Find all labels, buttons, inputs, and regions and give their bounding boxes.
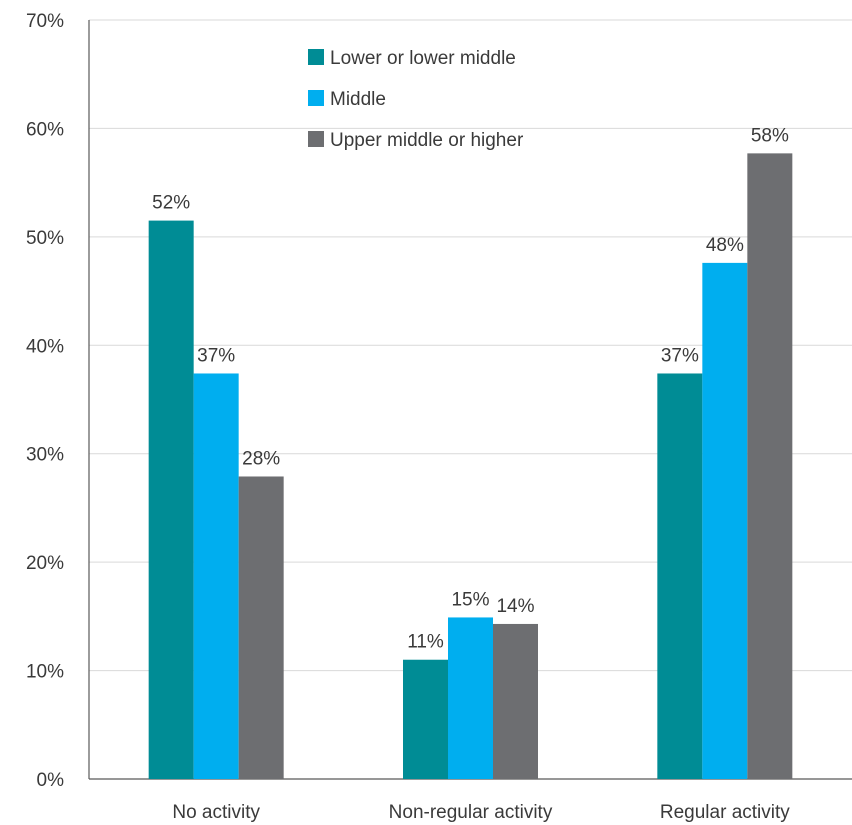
data-label: 37% [661, 345, 699, 366]
bar [239, 476, 284, 779]
y-tick-label: 10% [26, 662, 64, 683]
data-label: 52% [152, 193, 190, 214]
bar [747, 153, 792, 779]
data-label: 48% [706, 235, 744, 256]
legend-label: Lower or lower middle [330, 48, 516, 69]
legend-swatch [308, 49, 324, 65]
y-tick-label: 20% [26, 553, 64, 574]
y-tick-labels: 0% 10% 20% 30% 40% 50% 60% 70% [26, 11, 64, 791]
bar [194, 373, 239, 779]
legend-swatch [308, 90, 324, 106]
category-labels: No activity Non-regular activity Regular a… [172, 802, 790, 823]
bar [493, 624, 538, 779]
data-label: 14% [496, 596, 534, 617]
y-tick-label: 40% [26, 336, 64, 357]
data-label: 28% [242, 448, 280, 469]
legend-label: Middle [330, 89, 386, 110]
y-tick-label: 0% [37, 770, 65, 791]
bar [448, 617, 493, 779]
x-category-label: No activity [172, 802, 260, 823]
x-category-label: Regular activity [660, 802, 790, 823]
data-label: 11% [407, 632, 444, 653]
bar [403, 660, 448, 779]
bar [657, 373, 702, 779]
legend: Lower or lower middle Middle Upper middle … [308, 48, 524, 151]
x-category-label: Non-regular activity [389, 802, 553, 823]
y-tick-label: 30% [26, 445, 64, 466]
data-label: 58% [751, 125, 789, 146]
legend-label: Upper middle or higher [330, 130, 524, 151]
data-label: 37% [197, 345, 235, 366]
y-tick-label: 50% [26, 228, 64, 249]
legend-swatch [308, 131, 324, 147]
y-tick-label: 70% [26, 11, 64, 32]
bar [702, 263, 747, 779]
bar [149, 221, 194, 779]
data-label: 15% [451, 589, 489, 610]
y-tick-label: 60% [26, 119, 64, 140]
